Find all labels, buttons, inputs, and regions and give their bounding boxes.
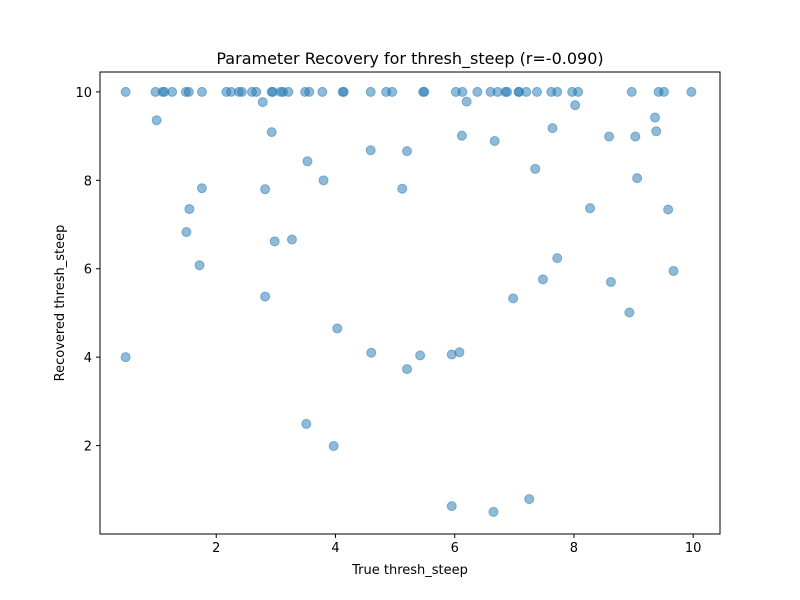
scatter-point [668,265,679,276]
scatter-point [531,86,542,97]
scatter-point [632,173,643,184]
scatter-point [181,227,192,238]
x-tick-label: 2 [212,541,220,556]
scatter-point [573,86,584,97]
scatter-point [605,277,616,287]
y-tick-label: 6 [84,263,92,278]
scatter-point [502,86,513,97]
x-tick-label: 6 [451,541,459,556]
scatter-point [508,293,519,304]
scatter-point [318,175,329,186]
scatter-point [630,131,641,142]
scatter-point [365,86,376,97]
scatter-point [489,135,500,146]
scatter-point [663,204,674,215]
scatter-point [151,115,162,126]
y-tick-label: 2 [84,440,92,455]
scatter-point [521,86,532,97]
scatter-point [167,86,178,97]
scatter-point [402,364,413,375]
scatter-point [651,126,662,137]
y-tick-label: 8 [84,174,92,189]
scatter-point [650,112,661,123]
points-layer [120,86,697,517]
scatter-point [196,86,207,97]
scatter-point [328,441,339,452]
scatter-point [236,86,247,97]
scatter-point [183,86,194,97]
scatter-point [488,506,499,517]
scatter-point [266,127,277,138]
scatter-point [686,86,697,97]
scatter-point [585,203,596,214]
scatter-point [552,253,563,264]
scatter-point [461,96,472,107]
y-tick-label: 10 [75,86,92,101]
plot-frame [99,71,721,535]
chart-title: Parameter Recovery for thresh_steep (r=-… [216,49,603,69]
scatter-point [626,86,637,97]
scatter-point [419,86,430,97]
scatter-point [604,131,615,142]
scatter-point [184,204,195,215]
scatter-point [530,163,541,174]
scatter-point [301,418,312,429]
x-tick-label: 8 [570,541,578,556]
scatter-point [552,86,563,97]
scatter-point [387,86,398,97]
scatter-point [537,274,548,285]
scatter-point [120,352,131,363]
scatter-point [415,350,426,361]
scatter-point [317,86,328,97]
scatter-point [624,307,635,318]
y-axis-ticks: 2 4 6 8 10 [75,86,100,455]
y-axis-label: Recovered thresh_steep [53,225,68,382]
y-tick-label: 4 [84,351,92,366]
scatter-point [251,86,262,97]
scatter-point [286,234,297,245]
scatter-point [332,323,343,334]
x-axis-label: True thresh_steep [351,563,468,578]
scatter-point [397,183,408,194]
scatter-point [196,183,207,194]
scatter-point [658,86,669,97]
scatter-point [366,347,377,358]
scatter-point [365,145,376,156]
scatter-point [547,123,558,134]
scatter-point [269,236,280,247]
scatter-point [120,86,131,97]
scatter-point [257,97,268,108]
scatter-point [446,501,457,512]
scatter-point [194,260,205,271]
scatter-point [338,86,349,97]
x-tick-label: 4 [331,541,339,556]
scatter-point [260,291,271,302]
scatter-point [454,347,465,358]
scatter-point [457,86,468,97]
scatter-point [304,86,315,97]
scatter-point [456,130,467,141]
scatter-point [472,86,483,97]
scatter-point [570,100,581,111]
scatter-point [302,156,313,167]
x-axis-ticks: 2 4 6 8 10 [212,534,701,556]
scatter-point [283,86,294,97]
scatter-point [402,146,413,157]
x-tick-label: 10 [685,541,702,556]
scatter-point [524,494,535,505]
scatter-point [260,184,271,195]
